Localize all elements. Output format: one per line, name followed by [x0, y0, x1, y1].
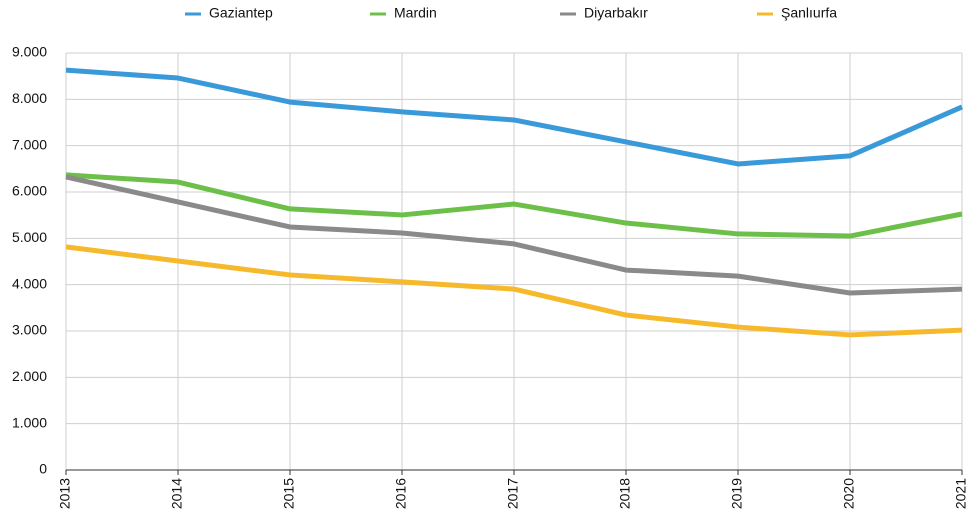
x-tick-label: 2013 — [57, 478, 73, 509]
y-tick-label: 3.000 — [12, 322, 47, 338]
y-tick-label: 6.000 — [12, 183, 47, 199]
series-line — [65, 67, 964, 167]
legend-label: Gaziantep — [209, 5, 273, 21]
y-tick-label: 9.000 — [12, 44, 47, 60]
x-tick-label: 2014 — [169, 478, 185, 509]
x-tick-label: 2019 — [729, 478, 745, 509]
legend-label: Diyarbakır — [584, 5, 648, 21]
y-tick-label: 7.000 — [12, 136, 47, 152]
legend-label: Mardin — [394, 5, 437, 21]
x-tick-label: 2021 — [953, 478, 969, 509]
x-tick-label: 2017 — [505, 478, 521, 509]
x-tick-label: 2016 — [393, 478, 409, 509]
y-tick-label: 0 — [39, 461, 47, 477]
y-tick-label: 2.000 — [12, 368, 47, 384]
series-line — [65, 244, 963, 338]
x-tick-label: 2020 — [841, 478, 857, 509]
y-tick-label: 1.000 — [12, 414, 47, 430]
y-tick-label: 5.000 — [12, 229, 47, 245]
x-tick-label: 2018 — [617, 478, 633, 509]
x-tick-label: 2015 — [281, 478, 297, 509]
y-tick-label: 8.000 — [12, 90, 47, 106]
y-tick-label: 4.000 — [12, 275, 47, 291]
series-line — [65, 172, 963, 239]
series-line — [65, 174, 963, 296]
legend-label: Şanlıurfa — [781, 5, 837, 21]
